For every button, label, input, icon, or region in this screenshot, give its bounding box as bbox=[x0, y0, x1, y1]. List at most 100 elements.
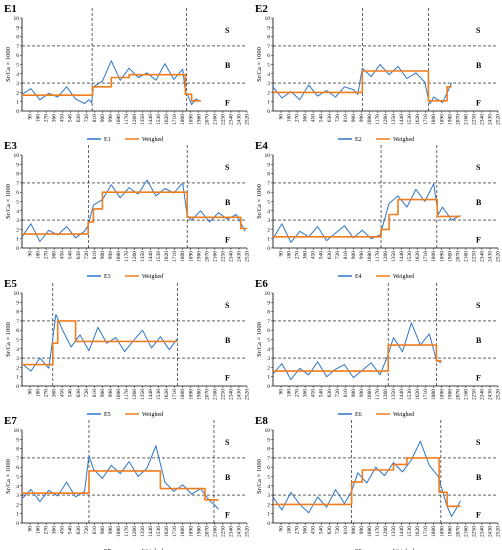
x-tick-label: 90 bbox=[279, 389, 285, 395]
x-tick-label: 90 bbox=[28, 389, 34, 395]
series-line-raw bbox=[21, 179, 246, 242]
x-tick-label: 2520 bbox=[496, 526, 502, 537]
y-tick-label: 0 bbox=[267, 384, 270, 390]
y-tick-label: 2 bbox=[267, 90, 270, 96]
x-tick-label: 1980 bbox=[196, 389, 202, 400]
x-tick-label: 2520 bbox=[245, 389, 251, 400]
y-tick-label: 3 bbox=[16, 81, 19, 87]
x-tick-label: 1350 bbox=[140, 526, 146, 537]
x-tick-label: 2430 bbox=[487, 251, 493, 262]
y-axis-label: Sr/Ca × 1000 bbox=[5, 322, 12, 357]
x-tick-label: 720 bbox=[335, 526, 341, 535]
x-tick-label: 1440 bbox=[399, 251, 405, 262]
x-tick-label: 1620 bbox=[415, 251, 421, 262]
x-tick-label: 810 bbox=[343, 526, 349, 535]
y-tick-label: 0 bbox=[16, 384, 19, 390]
y-tick-label: 4 bbox=[267, 347, 270, 353]
x-tick-label: 630 bbox=[76, 114, 82, 123]
zone-label-b: B bbox=[476, 336, 482, 345]
panel-e2: E2 Sr/Ca × 1000 0 1 2 3 4 5 6 7 8 9 10 90 180 270 360 450… bbox=[255, 3, 502, 143]
y-tick-label: 4 bbox=[16, 484, 19, 490]
legend-label-raw: E2 bbox=[355, 137, 362, 143]
x-tick-label: 1710 bbox=[172, 251, 178, 262]
x-tick-label: 450 bbox=[311, 526, 317, 535]
x-tick-label: 90 bbox=[28, 526, 34, 532]
x-tick-label: 2430 bbox=[236, 526, 242, 537]
x-tick-label: 2430 bbox=[487, 526, 493, 537]
zone-label-s: S bbox=[476, 163, 481, 172]
y-tick-label: 9 bbox=[267, 300, 270, 306]
x-tick-label: 1710 bbox=[423, 389, 429, 400]
x-tick-label: 540 bbox=[68, 114, 74, 123]
series-line-weighed bbox=[273, 344, 442, 372]
x-tick-label: 1620 bbox=[415, 114, 421, 125]
x-tick-label: 360 bbox=[52, 389, 58, 398]
y-tick-label: 8 bbox=[267, 35, 270, 41]
y-tick-label: 9 bbox=[267, 162, 270, 168]
y-tick-label: 6 bbox=[16, 53, 19, 59]
zone-label-f: F bbox=[225, 235, 230, 244]
x-tick-label: 180 bbox=[36, 526, 42, 535]
x-tick-label: 900 bbox=[100, 526, 106, 535]
series-line-raw bbox=[272, 440, 461, 517]
y-tick-label: 6 bbox=[267, 465, 270, 471]
x-tick-label: 2340 bbox=[228, 114, 234, 125]
y-tick-label: 7 bbox=[16, 456, 19, 462]
x-tick-label: 2160 bbox=[463, 526, 469, 537]
x-tick-label: 1800 bbox=[180, 526, 186, 537]
x-tick-label: 810 bbox=[343, 114, 349, 123]
y-tick-label: 10 bbox=[265, 428, 271, 434]
zone-label-f: F bbox=[225, 373, 230, 382]
zone-label-b: B bbox=[476, 473, 482, 482]
x-tick-label: 990 bbox=[108, 526, 114, 535]
y-tick-label: 2 bbox=[267, 365, 270, 371]
zone-label-s: S bbox=[225, 26, 230, 35]
x-tick-label: 2160 bbox=[212, 389, 218, 400]
x-tick-label: 630 bbox=[327, 251, 333, 260]
y-tick-label: 3 bbox=[267, 81, 270, 87]
x-tick-label: 1620 bbox=[164, 389, 170, 400]
y-tick-label: 2 bbox=[16, 502, 19, 508]
x-tick-label: 2250 bbox=[471, 526, 477, 537]
y-tick-label: 8 bbox=[16, 447, 19, 453]
y-tick-label: 0 bbox=[267, 109, 270, 115]
x-tick-label: 1530 bbox=[156, 526, 162, 537]
y-tick-label: 8 bbox=[16, 172, 19, 178]
x-tick-label: 900 bbox=[351, 114, 357, 123]
zone-label-s: S bbox=[476, 26, 481, 35]
y-tick-label: 5 bbox=[267, 475, 270, 481]
x-tick-label: 1350 bbox=[140, 251, 146, 262]
x-tick-label: 450 bbox=[60, 114, 66, 123]
x-tick-label: 180 bbox=[287, 526, 293, 535]
zone-label-f: F bbox=[225, 98, 230, 107]
x-tick-label: 540 bbox=[319, 251, 325, 260]
x-tick-label: 2250 bbox=[471, 389, 477, 400]
x-tick-label: 2250 bbox=[471, 114, 477, 125]
y-tick-label: 10 bbox=[265, 291, 271, 297]
y-tick-label: 1 bbox=[16, 375, 19, 381]
x-tick-label: 2520 bbox=[245, 526, 251, 537]
x-tick-label: 1530 bbox=[156, 389, 162, 400]
x-tick-label: 1980 bbox=[447, 251, 453, 262]
x-tick-label: 1890 bbox=[188, 251, 194, 262]
zone-label-s: S bbox=[476, 438, 481, 447]
y-axis-label: Sr/Ca × 1000 bbox=[5, 184, 12, 219]
x-tick-label: 1440 bbox=[148, 251, 154, 262]
panel-e1: E1 Sr/Ca × 1000 0 1 2 3 4 5 6 7 8 9 10 90 180 270 360 450… bbox=[4, 3, 251, 143]
x-tick-label: 1530 bbox=[407, 389, 413, 400]
y-tick-label: 1 bbox=[267, 237, 270, 243]
y-tick-label: 2 bbox=[16, 365, 19, 371]
x-tick-label: 1980 bbox=[196, 114, 202, 125]
series-line-weighed bbox=[22, 470, 219, 501]
x-tick-label: 450 bbox=[60, 526, 66, 535]
y-tick-label: 3 bbox=[16, 356, 19, 362]
x-tick-label: 1080 bbox=[116, 114, 122, 125]
x-tick-label: 720 bbox=[84, 526, 90, 535]
zone-label-b: B bbox=[225, 473, 231, 482]
y-tick-label: 8 bbox=[16, 35, 19, 41]
panel-e6: E6 Sr/Ca × 1000 0 1 2 3 4 5 6 7 8 9 10 90 180 270 360 450… bbox=[255, 278, 502, 418]
x-tick-label: 810 bbox=[343, 389, 349, 398]
x-tick-label: 2340 bbox=[228, 526, 234, 537]
y-tick-label: 7 bbox=[16, 44, 19, 50]
x-tick-label: 630 bbox=[327, 389, 333, 398]
